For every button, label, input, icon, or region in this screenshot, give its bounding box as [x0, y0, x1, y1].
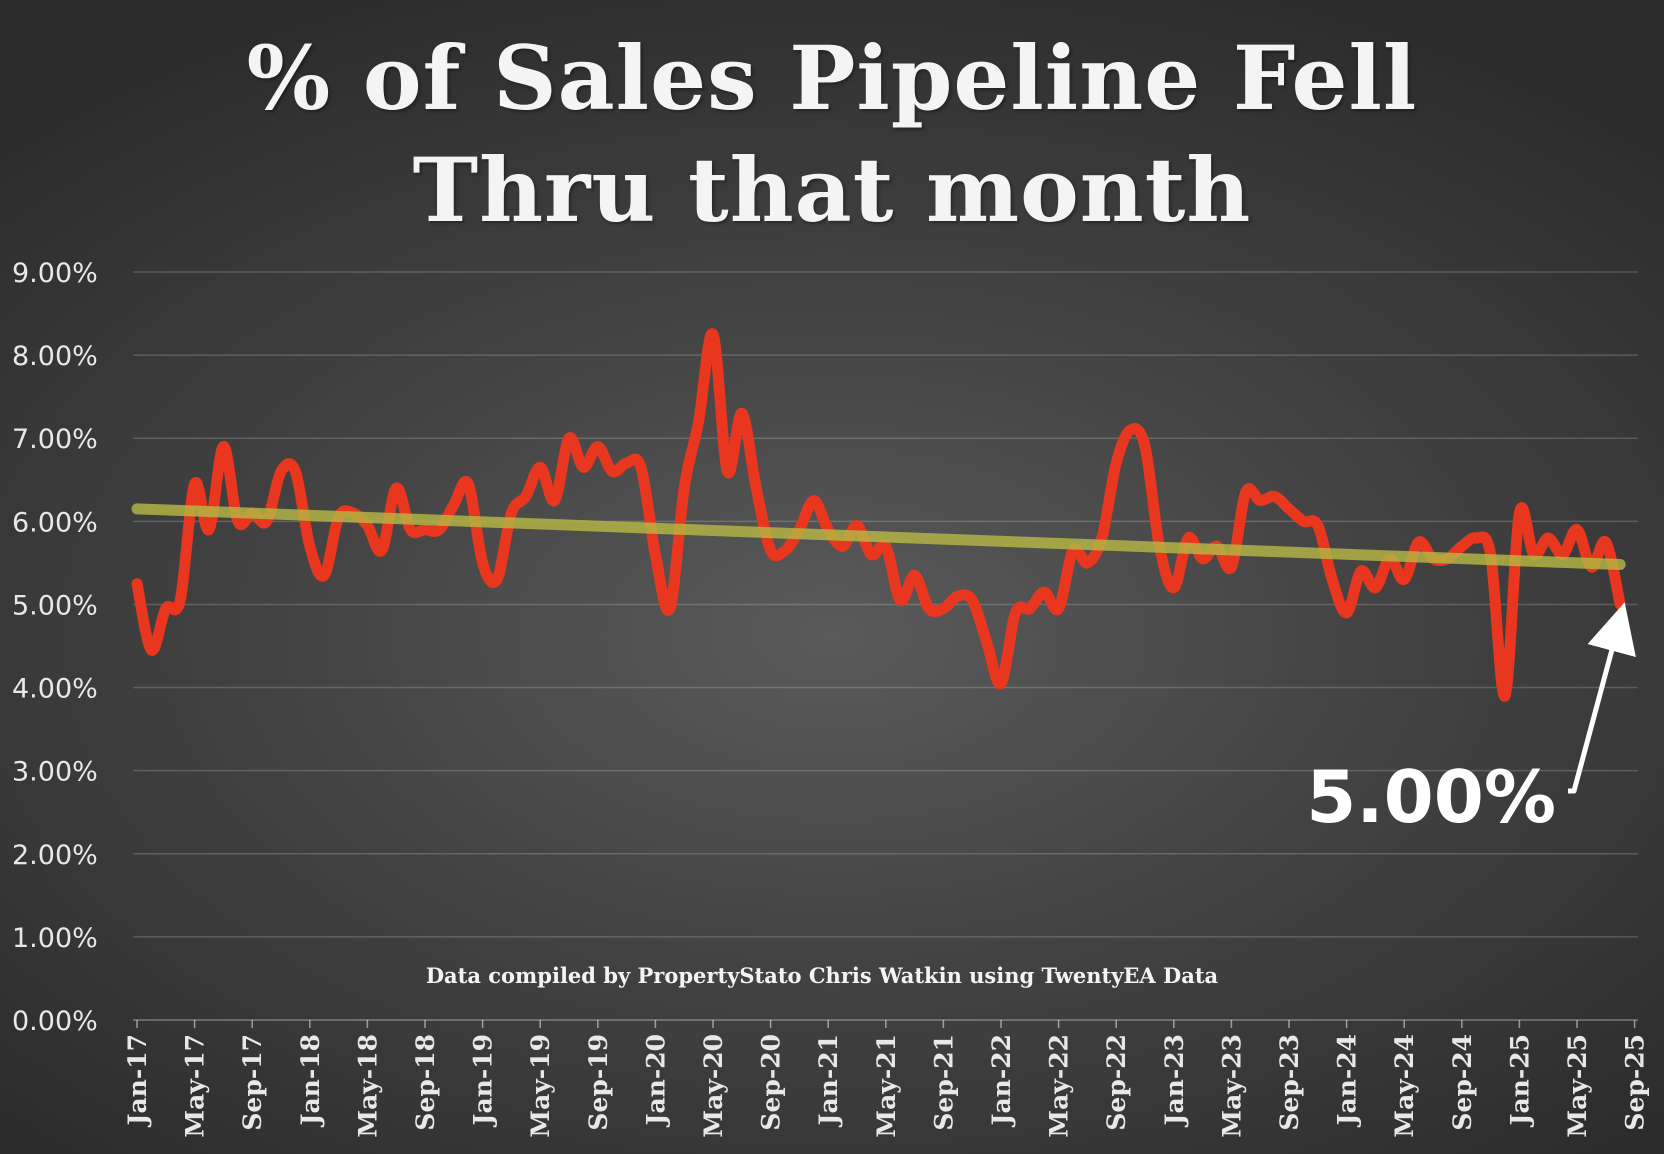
series-lines: [131, 328, 1626, 702]
trendline-group: [131, 503, 1626, 571]
y-tick-label: 8.00%: [12, 341, 98, 372]
x-tick-label: Sep-19: [584, 1034, 613, 1131]
x-tick-label: May-18: [353, 1034, 382, 1138]
x-axis-tick-labels: Jan-17 May-17 Sep-17 Jan-18 May-18 Sep-18 Jan-…: [123, 1034, 1650, 1138]
callout-label: 5.00%: [1306, 755, 1556, 839]
chart-title-line-2: Thru that month: [412, 138, 1252, 242]
callout-arrow: [1568, 602, 1636, 794]
y-tick-label: 0.00%: [12, 1006, 98, 1037]
x-tick-label: May-25: [1563, 1034, 1592, 1138]
x-tick-label: May-19: [526, 1034, 555, 1138]
x-tick-label: Jan-20: [641, 1034, 670, 1127]
x-tick-label: May-24: [1390, 1034, 1419, 1138]
y-tick-label: 1.00%: [12, 923, 98, 954]
x-tick-label: Sep-21: [929, 1034, 958, 1131]
x-tick-label: Jan-22: [987, 1034, 1016, 1127]
x-tick-label: Sep-22: [1102, 1034, 1131, 1131]
x-axis: [133, 1019, 1638, 1028]
x-tick-label: May-21: [872, 1034, 901, 1138]
x-tick-label: Jan-25: [1505, 1034, 1534, 1127]
source-note: Data compiled by PropertyStato Chris Wat…: [426, 963, 1219, 988]
series-line: [131, 328, 1626, 702]
x-tick-label: Jan-23: [1160, 1034, 1189, 1127]
y-tick-label: 9.00%: [12, 258, 98, 289]
y-tick-label: 5.00%: [12, 590, 98, 621]
x-tick-label: Sep-20: [757, 1034, 786, 1131]
trendline: [131, 503, 1626, 571]
y-tick-label: 7.00%: [12, 424, 98, 455]
x-tick-label: Sep-24: [1448, 1034, 1477, 1131]
x-tick-label: Jan-24: [1333, 1034, 1362, 1127]
x-tick-label: Jan-19: [469, 1034, 498, 1127]
y-axis-tick-labels: 0.00% 1.00% 2.00% 3.00% 4.00% 5.00% 6.00% 7.00%…: [12, 258, 98, 1037]
x-tick-label: Sep-23: [1275, 1034, 1304, 1131]
y-tick-label: 6.00%: [12, 507, 98, 538]
x-tick-label: Sep-18: [411, 1034, 440, 1131]
x-tick-label: Jan-18: [296, 1034, 325, 1127]
chart-title: % of Sales Pipeline Fell Thru that month: [0, 22, 1664, 246]
x-tick-label: May-22: [1045, 1034, 1074, 1138]
y-tick-label: 3.00%: [12, 757, 98, 788]
x-tick-label: May-17: [181, 1034, 210, 1138]
annotation-group: 5.00%: [1306, 602, 1636, 839]
x-tick-label: Sep-17: [238, 1034, 267, 1131]
x-tick-label: Jan-17: [123, 1034, 152, 1127]
x-tick-label: May-23: [1217, 1034, 1246, 1138]
y-tick-label: 2.00%: [12, 840, 98, 871]
x-tick-label: Sep-25: [1621, 1034, 1650, 1131]
y-tick-label: 4.00%: [12, 674, 98, 705]
x-tick-label: May-20: [699, 1034, 728, 1138]
chart-title-line-1: % of Sales Pipeline Fell: [246, 26, 1418, 130]
x-tick-label: Jan-21: [814, 1034, 843, 1127]
